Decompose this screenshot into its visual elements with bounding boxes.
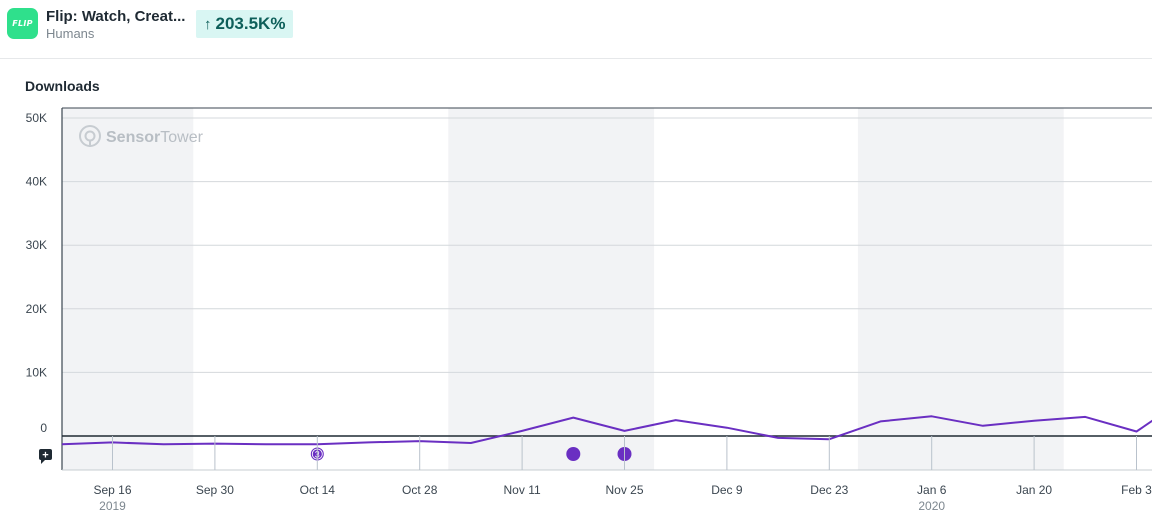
chart-title: Downloads (25, 78, 100, 94)
month-band (448, 108, 655, 470)
growth-badge: ↑ 203.5K% (196, 10, 294, 38)
app-logo[interactable]: FLIP (7, 8, 38, 39)
downloads-series-line (61, 415, 1152, 446)
x-tick-label: Feb 3 (1121, 483, 1152, 497)
x-tick-label: Dec 23 (810, 483, 848, 497)
x-tick-label: Nov 25 (605, 483, 643, 497)
y-tick-label: 0 (40, 421, 47, 435)
app-title[interactable]: Flip: Watch, Creat... (46, 8, 186, 25)
y-tick-label: 20K (26, 302, 47, 316)
month-band (857, 108, 1064, 470)
add-comment-icon-tail (41, 460, 45, 464)
x-tick-label: Sep 30 (196, 483, 234, 497)
y-tick-label: 30K (26, 238, 47, 252)
app-header: FLIP Flip: Watch, Creat... Humans ↑ 203.… (0, 0, 1152, 59)
x-tick-label: Jan 6 (917, 483, 947, 497)
app-logo-text: FLIP (12, 19, 33, 28)
x-year-label: 2019 (99, 499, 126, 513)
x-year-label: 2020 (918, 499, 945, 513)
y-tick-label: 10K (26, 365, 47, 379)
y-tick-label: 50K (26, 111, 47, 125)
sensor-tower-logo-icon (79, 125, 101, 147)
x-tick-label: Jan 20 (1016, 483, 1052, 497)
month-band (62, 108, 194, 470)
watermark-sensor: Sensor (106, 129, 160, 146)
y-tick-label: 40K (26, 175, 47, 189)
x-tick-label: Dec 9 (711, 483, 743, 497)
x-tick-label: Oct 28 (402, 483, 438, 497)
watermark-tower: Tower (160, 129, 203, 146)
app-publisher[interactable]: Humans (46, 26, 95, 41)
growth-value: 203.5K% (215, 14, 286, 33)
x-tick-label: Oct 14 (300, 483, 336, 497)
watermark-text: SensorTower (106, 129, 204, 146)
x-tick-label: Nov 11 (504, 483, 541, 497)
event-marker[interactable] (566, 447, 581, 461)
arrow-up-icon: ↑ (204, 15, 212, 33)
add-annotation-button[interactable]: + (39, 449, 52, 464)
add-comment-icon[interactable] (39, 449, 52, 460)
sensor-tower-watermark: SensorTower (79, 125, 204, 147)
add-comment-plus: + (42, 450, 48, 462)
x-tick-label: Sep 16 (93, 483, 131, 497)
